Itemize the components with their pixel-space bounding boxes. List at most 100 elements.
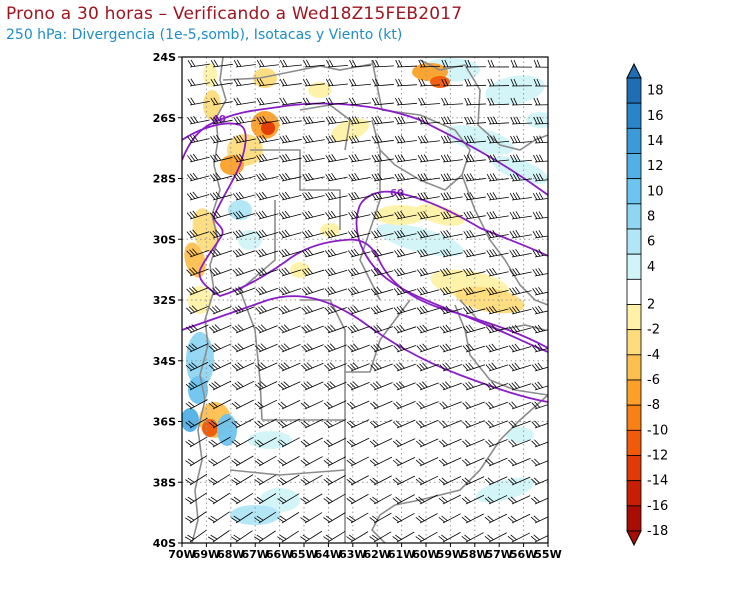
wind-barb [392,494,415,505]
wind-barb [277,530,299,543]
wind-barb [279,97,302,106]
wind-barb [185,492,207,505]
wind-barb [233,115,256,125]
wind-barb [254,511,277,524]
wind-barb [256,134,279,144]
wind-barb [394,135,417,144]
wind-barb [187,78,210,87]
wind-barb [279,191,302,201]
wind-barb [278,324,301,334]
wind-barb [185,455,208,467]
lon-label: 57W [485,548,512,561]
wind-barb [531,381,548,391]
wind-barb [417,210,440,220]
colorbar-segment [626,505,642,532]
wind-barb [440,135,463,144]
longitude-labels: 70W69W68W67W66W65W64W63W62W61W60W59W58W5… [168,543,562,561]
wind-barb [279,172,302,182]
wind-barb [533,78,548,87]
wind-barb [371,210,394,220]
wind-barb [233,134,256,144]
map-title: Prono a 30 horas – Verificando a Wed18Z1… [6,4,463,24]
divergence-cell [192,208,218,252]
wind-barb [531,420,548,429]
wind-barb [369,494,392,505]
wind-barb [301,267,325,277]
wind-barb [510,135,532,144]
wind-barb [485,305,509,315]
wind-barb [415,438,439,448]
wind-barb [438,532,461,543]
colorbar-label: -4 [647,348,660,363]
wind-barb [532,211,548,220]
wind-barb [371,154,394,163]
wind-barb [393,381,416,391]
wind-barb [371,97,394,106]
wind-barb [255,210,279,220]
wind-barb [485,324,509,334]
wind-barb [185,343,209,353]
wind-barb [486,211,509,220]
wind-barb [533,97,548,106]
divergence-cell [415,204,465,226]
wind-barb [186,267,209,277]
wind-barb [231,380,255,391]
wind-barb [301,362,324,372]
wind-barb [255,229,279,239]
wind-barb [207,530,230,543]
wind-barb [208,362,232,372]
wind-barb [325,135,348,144]
wind-barb [463,173,486,182]
wind-barb [415,531,438,543]
colorbar-segment [626,404,642,431]
wind-barb [508,324,532,334]
wind-barb [532,230,548,239]
colorbar-segment [626,253,642,280]
wind-barb [392,438,416,448]
wind-barb [278,286,302,296]
wind-barb [185,417,208,429]
wind-barb [484,532,507,543]
wind-barb [393,286,417,296]
wind-barb [324,362,347,372]
wind-barb [393,267,417,277]
wind-barb [347,267,371,277]
wind-barb [462,420,485,429]
wind-barb [325,172,348,182]
wind-barb [369,438,393,448]
wind-barb [369,531,392,543]
lat-label: 34S [153,355,176,368]
divergence-cell [485,75,545,105]
wind-barb [509,267,532,277]
wind-barb [509,211,532,220]
wind-barb [279,116,302,125]
wind-barb [231,455,254,467]
wind-barb [277,456,300,467]
colorbar-segment [626,278,642,305]
wind-barb [255,305,278,315]
wind-barb [233,153,256,163]
wind-barb [439,420,462,429]
wind-barb [300,381,324,391]
wind-barb [441,116,463,125]
brazil-border [419,59,548,151]
wind-barb [300,493,323,505]
lon-label: 66W [266,548,293,561]
wind-barb [369,419,393,429]
wind-barb [463,229,486,239]
wind-barb [439,381,462,391]
wind-barb [348,191,371,201]
wind-barb [509,192,532,201]
wind-barb [395,97,417,106]
wind-barb [254,493,277,505]
wind-barb [302,97,325,106]
wind-barb [348,229,371,239]
lon-label: 58W [461,548,488,561]
wind-barb [440,173,463,182]
colorbar-label: -8 [647,398,660,413]
wind-barb [210,134,233,144]
wind-barb [255,267,279,277]
wind-barb [279,78,302,87]
wind-barb [440,192,463,201]
wind-barb [231,474,254,486]
